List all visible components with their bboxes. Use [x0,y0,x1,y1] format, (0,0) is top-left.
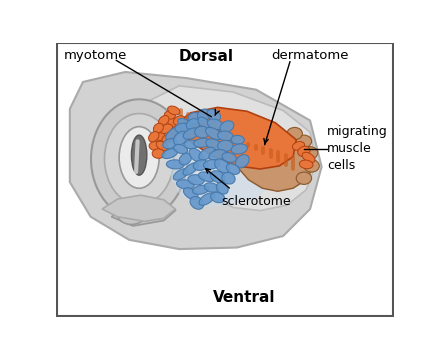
Ellipse shape [173,131,187,145]
Ellipse shape [158,115,169,125]
Ellipse shape [183,188,198,200]
Ellipse shape [173,169,188,180]
Ellipse shape [198,117,209,129]
Ellipse shape [192,185,208,194]
Ellipse shape [205,139,221,150]
Polygon shape [162,109,283,207]
Ellipse shape [197,109,210,121]
Ellipse shape [230,135,244,144]
Ellipse shape [214,159,230,173]
Polygon shape [102,195,175,221]
Ellipse shape [207,119,223,130]
Ellipse shape [131,135,146,175]
Ellipse shape [156,141,168,151]
Ellipse shape [210,192,224,203]
Ellipse shape [166,117,179,129]
Ellipse shape [104,114,173,204]
Ellipse shape [173,116,184,125]
Ellipse shape [230,144,247,154]
Ellipse shape [184,140,199,149]
Ellipse shape [296,172,311,184]
Ellipse shape [187,112,201,124]
Ellipse shape [190,197,203,209]
Text: sclerotome: sclerotome [221,195,290,208]
Ellipse shape [149,141,162,151]
Ellipse shape [286,127,302,140]
Ellipse shape [198,193,214,205]
Ellipse shape [297,146,309,156]
Ellipse shape [208,150,226,161]
Ellipse shape [221,172,235,184]
Ellipse shape [176,180,194,189]
Ellipse shape [198,172,215,182]
Polygon shape [175,108,296,169]
Ellipse shape [170,126,181,135]
Polygon shape [233,132,313,191]
Ellipse shape [222,152,236,162]
Ellipse shape [189,148,203,162]
Ellipse shape [207,109,220,121]
Ellipse shape [194,126,209,138]
Ellipse shape [198,147,215,160]
Ellipse shape [152,149,164,158]
Ellipse shape [193,160,208,171]
Polygon shape [111,201,175,226]
Text: dermatome: dermatome [271,49,348,62]
Ellipse shape [154,133,165,141]
Ellipse shape [173,144,187,154]
Ellipse shape [299,160,312,169]
Ellipse shape [158,124,172,134]
Ellipse shape [166,160,184,169]
Text: myotome: myotome [64,49,127,62]
Ellipse shape [91,99,187,219]
Ellipse shape [183,163,198,175]
Ellipse shape [203,159,219,169]
Ellipse shape [148,131,159,142]
Ellipse shape [217,140,233,152]
Ellipse shape [167,106,180,115]
Ellipse shape [175,123,191,133]
Ellipse shape [186,119,199,130]
Ellipse shape [162,138,177,149]
Ellipse shape [177,119,193,130]
Polygon shape [70,72,321,249]
Ellipse shape [183,128,199,139]
Ellipse shape [303,160,318,172]
Ellipse shape [162,134,174,143]
Ellipse shape [210,171,224,183]
Ellipse shape [301,152,314,163]
Ellipse shape [179,153,191,165]
Ellipse shape [164,111,175,119]
Ellipse shape [216,182,228,194]
Ellipse shape [219,121,233,132]
Ellipse shape [153,123,163,133]
Text: Dorsal: Dorsal [178,49,233,64]
Ellipse shape [235,155,249,168]
Ellipse shape [302,147,317,159]
Polygon shape [148,86,315,211]
Ellipse shape [162,149,177,158]
Ellipse shape [205,127,222,140]
Ellipse shape [226,164,239,174]
Ellipse shape [193,138,211,147]
Text: Ventral: Ventral [213,290,275,305]
Ellipse shape [119,127,159,188]
Ellipse shape [204,183,218,192]
Text: migrating
muscle
cells: migrating muscle cells [326,125,387,172]
Ellipse shape [165,127,180,140]
Ellipse shape [296,135,311,147]
Ellipse shape [217,131,233,141]
Ellipse shape [187,175,204,185]
Ellipse shape [292,142,304,150]
Ellipse shape [117,201,146,224]
